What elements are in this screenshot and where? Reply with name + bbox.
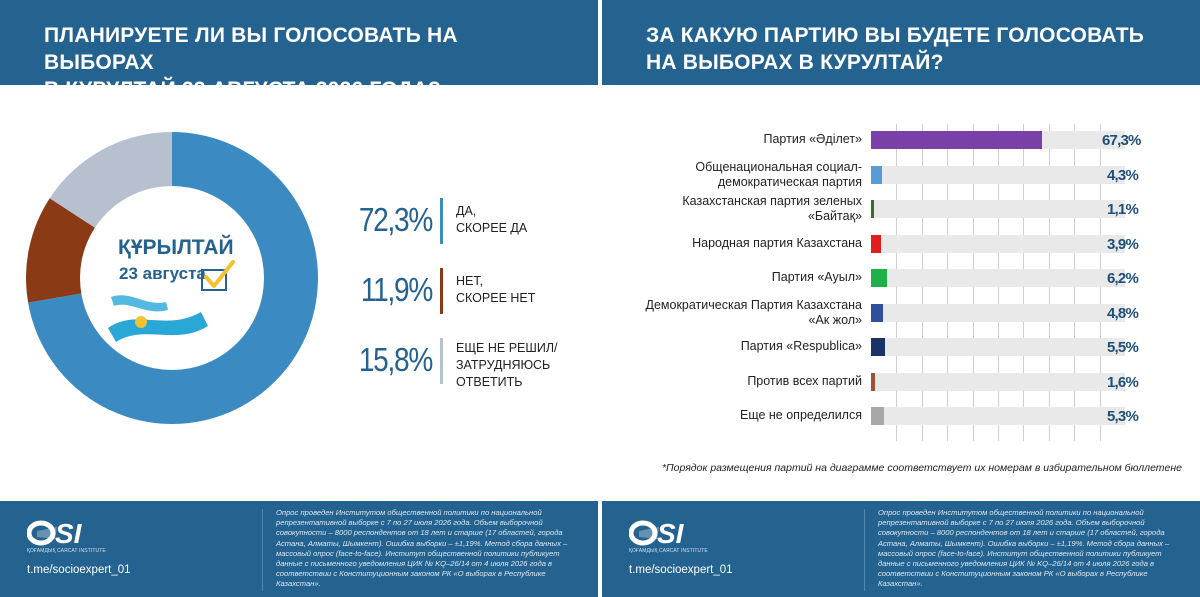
legend-text-no-2: СКОРЕЕ НЕТ	[456, 291, 536, 305]
kurultai-logo: ҚҰРЫЛТАЙ 23 августа	[108, 235, 235, 342]
bar-value-label: 4,8%	[1107, 304, 1139, 322]
bar-label-line2: «Ак жол»	[808, 312, 862, 327]
bar-label: Народная партия Казахстана	[622, 236, 862, 251]
bar-label-line2: демократическая партия	[717, 174, 862, 189]
bar	[871, 165, 882, 184]
osi-logo-subtitle: ҚОҒАМДЫҚ САЯСАТ INSTITUTE	[629, 548, 708, 554]
legend-marker-no	[440, 268, 443, 314]
bar-label-line1: Демократическая Партия Казахстана	[645, 297, 862, 312]
bar-label-line1: Партия «Ауыл»	[771, 270, 862, 284]
bar	[871, 303, 884, 322]
bar	[871, 131, 1042, 149]
bar-track	[871, 165, 1125, 184]
checkmark-icon	[204, 260, 235, 288]
left-title-line1: ПЛАНИРУЕТЕ ЛИ ВЫ ГОЛОСОВАТЬ НА ВЫБОРАХ	[44, 24, 458, 74]
bar-label: Еще не определился	[622, 408, 862, 423]
bar-label-line1: Против всех партий	[747, 373, 862, 388]
bar-label-line1: Общенациональная социал-	[695, 159, 862, 174]
bar-track	[871, 200, 1125, 218]
legend-text-no-1: НЕТ,	[456, 274, 484, 288]
bar	[871, 372, 876, 391]
osi-logo: SI	[629, 519, 685, 549]
right-title-line2: НА ВЫБОРАХ В КУРУЛТАЙ?	[646, 51, 944, 74]
bar-label-line1: Партия «Әділет»	[763, 132, 863, 146]
bar-value-label: 67,3%	[1102, 132, 1141, 149]
left-title: ПЛАНИРУЕТЕ ЛИ ВЫ ГОЛОСОВАТЬ НА ВЫБОРАХ В…	[44, 22, 564, 103]
telegram-link[interactable]: t.me/socioexpert_01	[27, 564, 131, 576]
bar-label: Партия «Respublica»	[622, 339, 862, 354]
left-header: ПЛАНИРУЕТЕ ЛИ ВЫ ГОЛОСОВАТЬ НА ВЫБОРАХ В…	[0, 0, 598, 101]
footer-separator	[864, 509, 865, 591]
right-title: ЗА КАКУЮ ПАРТИЮ ВЫ БУДЕТЕ ГОЛОСОВАТЬ НА …	[646, 22, 1166, 76]
logo-title: ҚҰРЫЛТАЙ	[118, 235, 234, 259]
legend-text-undecided: ЕЩЕ НЕ РЕШИЛ/ ЗАТРУДНЯЮСЬ ОТВЕТИТЬ	[456, 340, 596, 391]
bar-track	[871, 407, 1125, 425]
bar-label-line1: Казахстанская партия зеленых	[682, 194, 862, 208]
footer-separator	[262, 509, 263, 591]
party-bar-chart: Партия «Әділет» 67,3% Общенациональная соц…	[602, 118, 1200, 441]
legend-pct-yes: 72,3%	[358, 201, 433, 238]
bar-label: Казахстанская партия зеленых «Байтақ»	[622, 194, 862, 224]
osi-logo-subtitle: ҚОҒАМДЫҚ САЯСАТ INSTITUTE	[27, 548, 106, 554]
svg-text:SI: SI	[657, 519, 685, 549]
bar	[871, 200, 874, 218]
right-header: ЗА КАКУЮ ПАРТИЮ ВЫ БУДЕТЕ ГОЛОСОВАТЬ НА …	[602, 0, 1200, 85]
bar-label-line2: «Байтақ»	[807, 209, 862, 223]
ballot-order-footnote: *Порядок размещения партий на диаграмме …	[661, 462, 1182, 474]
bar-value-label: 4,3%	[1107, 166, 1139, 184]
legend-text-yes-2: СКОРЕЕ ДА	[456, 221, 528, 235]
left-panel: ПЛАНИРУЕТЕ ЛИ ВЫ ГОЛОСОВАТЬ НА ВЫБОРАХ В…	[0, 0, 598, 597]
donut-chart: ҚҰРЫЛТАЙ 23 августа	[26, 132, 318, 424]
legend-text-yes-1: ДА,	[456, 204, 477, 218]
bar-label: Демократическая Партия Казахстана «Ак жол…	[622, 298, 862, 328]
bar-track	[871, 234, 1125, 253]
legend-pct-undecided: 15,8%	[358, 341, 433, 378]
bar-track	[871, 303, 1125, 322]
left-footer: SI ҚОҒАМДЫҚ САЯСАТ INSTITUTE t.me/socioe…	[0, 501, 598, 597]
right-title-line1: ЗА КАКУЮ ПАРТИЮ ВЫ БУДЕТЕ ГОЛОСОВАТЬ	[646, 24, 1145, 47]
bar-label-line1: Народная партия Казахстана	[692, 235, 862, 250]
bar-value-label: 1,6%	[1107, 373, 1139, 391]
legend-marker-yes	[440, 198, 443, 244]
bar-label-line1: Партия «Respublica»	[740, 339, 862, 353]
flag-ribbon-upper	[111, 295, 168, 312]
bar	[871, 407, 885, 425]
bar-value-label: 6,2%	[1107, 270, 1139, 287]
bar-value-label: 3,9%	[1107, 235, 1139, 253]
flag-sun	[135, 316, 147, 328]
legend-marker-undecided	[440, 338, 443, 384]
bar-value-label: 5,5%	[1107, 339, 1139, 356]
bar	[871, 234, 881, 253]
legend-text-undecided-3: ОТВЕТИТЬ	[456, 375, 523, 389]
left-title-line2: В КУРУЛТАЙ 23 АВГУСТА 2026 ГОДА?	[44, 78, 441, 101]
bar-track	[871, 269, 1125, 287]
legend-text-undecided-1: ЕЩЕ НЕ РЕШИЛ/	[456, 341, 558, 355]
bar-label: Против всех партий	[622, 374, 862, 389]
bar-label: Партия «Ауыл»	[622, 270, 862, 285]
methodology-note: Опрос проведен Институтом общественной п…	[878, 508, 1170, 589]
svg-text:SI: SI	[55, 519, 83, 549]
logo-date: 23 августа	[119, 264, 206, 283]
bar-value-label: 5,3%	[1107, 408, 1139, 425]
ballot-box-icon	[201, 269, 227, 291]
telegram-link[interactable]: t.me/socioexpert_01	[629, 564, 733, 576]
legend-text-no: НЕТ, СКОРЕЕ НЕТ	[456, 273, 596, 307]
right-panel: ЗА КАКУЮ ПАРТИЮ ВЫ БУДЕТЕ ГОЛОСОВАТЬ НА …	[602, 0, 1200, 597]
legend-text-undecided-2: ЗАТРУДНЯЮСЬ	[456, 358, 551, 372]
legend-pct-no: 11,9%	[360, 271, 433, 308]
osi-logo: SI	[27, 519, 83, 549]
right-footer: SI ҚОҒАМДЫҚ САЯСАТ INSTITUTE t.me/socioe…	[602, 501, 1200, 597]
bar-value-label: 1,1%	[1107, 201, 1139, 218]
flag-ribbon	[108, 312, 208, 342]
bar-label: Партия «Әділет»	[622, 132, 863, 147]
bar-label-line1: Еще не определился	[739, 408, 862, 422]
bar-track	[871, 338, 1125, 356]
panel-divider	[598, 0, 602, 597]
legend-text-yes: ДА, СКОРЕЕ ДА	[456, 203, 596, 237]
methodology-note: Опрос проведен Институтом общественной п…	[276, 508, 568, 589]
bar	[871, 338, 885, 356]
bar-track	[871, 372, 1125, 391]
bar-label: Общенациональная социал-демократическая …	[622, 160, 862, 190]
bar	[871, 269, 887, 287]
